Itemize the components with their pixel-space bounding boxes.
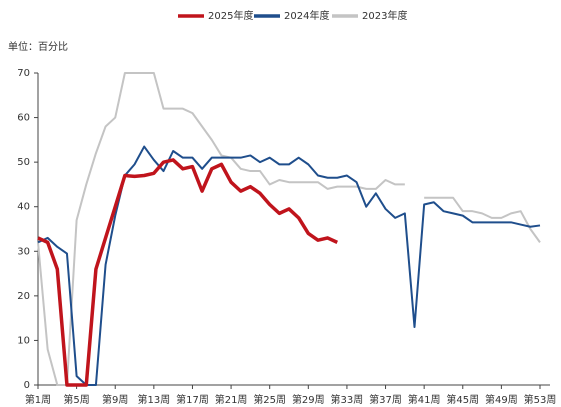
x-tick-label: 第53周 <box>524 393 557 406</box>
x-tick-label: 第25周 <box>253 393 286 406</box>
x-tick-label: 第21周 <box>215 393 248 406</box>
x-tick-label: 第29周 <box>292 393 325 406</box>
legend-label: 2023年度 <box>362 9 407 22</box>
x-tick-label: 第45周 <box>446 393 479 406</box>
y-tick-label: 40 <box>17 202 30 213</box>
y-tick-label: 20 <box>17 291 30 302</box>
y-tick-label: 60 <box>17 113 30 124</box>
x-tick-label: 第41周 <box>408 393 441 406</box>
y-tick-label: 30 <box>17 246 30 257</box>
legend-label: 2025年度 <box>208 9 253 22</box>
x-tick-label: 第17周 <box>176 393 209 406</box>
legend-label: 2024年度 <box>284 9 329 22</box>
unit-label: 单位：百分比 <box>8 40 68 53</box>
x-tick-label: 第49周 <box>485 393 518 406</box>
y-tick-label: 0 <box>24 380 30 391</box>
x-tick-label: 第13周 <box>137 393 170 406</box>
x-tick-label: 第37周 <box>369 393 402 406</box>
y-tick-label: 10 <box>17 335 30 346</box>
series-line <box>37 158 339 387</box>
series-line <box>37 72 541 386</box>
y-tick-label: 70 <box>17 68 30 79</box>
x-tick-label: 第33周 <box>331 393 364 406</box>
y-tick-label: 50 <box>17 157 30 168</box>
x-tick-label: 第5周 <box>63 393 89 406</box>
x-tick-label: 第1周 <box>25 393 51 406</box>
x-tick-label: 第9周 <box>102 393 128 406</box>
